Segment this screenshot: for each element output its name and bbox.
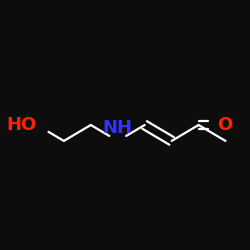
Text: O: O bbox=[217, 116, 232, 134]
Text: HO: HO bbox=[7, 116, 37, 134]
Text: NH: NH bbox=[103, 119, 133, 137]
